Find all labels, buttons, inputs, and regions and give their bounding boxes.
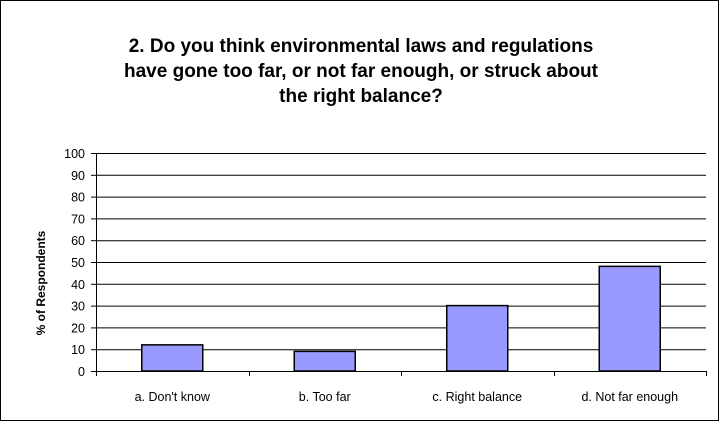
tick-labels: 0 10 20 30 40 50 60 70 80 90 100 a. Don't know b. To… <box>64 147 678 404</box>
bars <box>141 265 661 372</box>
y-tick-label: 10 <box>71 343 85 357</box>
y-tick-label: 80 <box>71 191 85 205</box>
y-tick-label: 70 <box>71 212 85 226</box>
x-category-label: d. Not far enough <box>581 390 678 404</box>
axes <box>91 153 707 376</box>
chart-title: 2. Do you think environmental laws and r… <box>61 34 661 109</box>
chart-title-line-2: have gone too far, or not far enough, or… <box>124 61 598 82</box>
y-tick-label: 50 <box>71 256 85 270</box>
y-tick-label: 0 <box>78 365 85 379</box>
bar-3 <box>446 304 509 372</box>
y-tick-label: 30 <box>71 300 85 314</box>
chart-title-line-3: the right balance? <box>279 86 443 107</box>
chart-title-line-1: 2. Do you think environmental laws and r… <box>128 36 594 57</box>
x-category-label: c. Right balance <box>432 390 522 404</box>
y-tick-label: 90 <box>71 169 85 183</box>
y-tick-label: 100 <box>64 147 85 161</box>
y-axis-title: % of Respondents <box>34 230 48 335</box>
bar-2 <box>293 350 356 372</box>
x-category-label: a. Don't know <box>135 390 211 404</box>
y-tick-label: 40 <box>71 278 85 292</box>
bar-1 <box>141 344 204 372</box>
y-tick-label: 20 <box>71 321 85 335</box>
y-tick-label: 60 <box>71 234 85 248</box>
bar-4 <box>598 265 661 372</box>
x-category-label: b. Too far <box>299 390 351 404</box>
